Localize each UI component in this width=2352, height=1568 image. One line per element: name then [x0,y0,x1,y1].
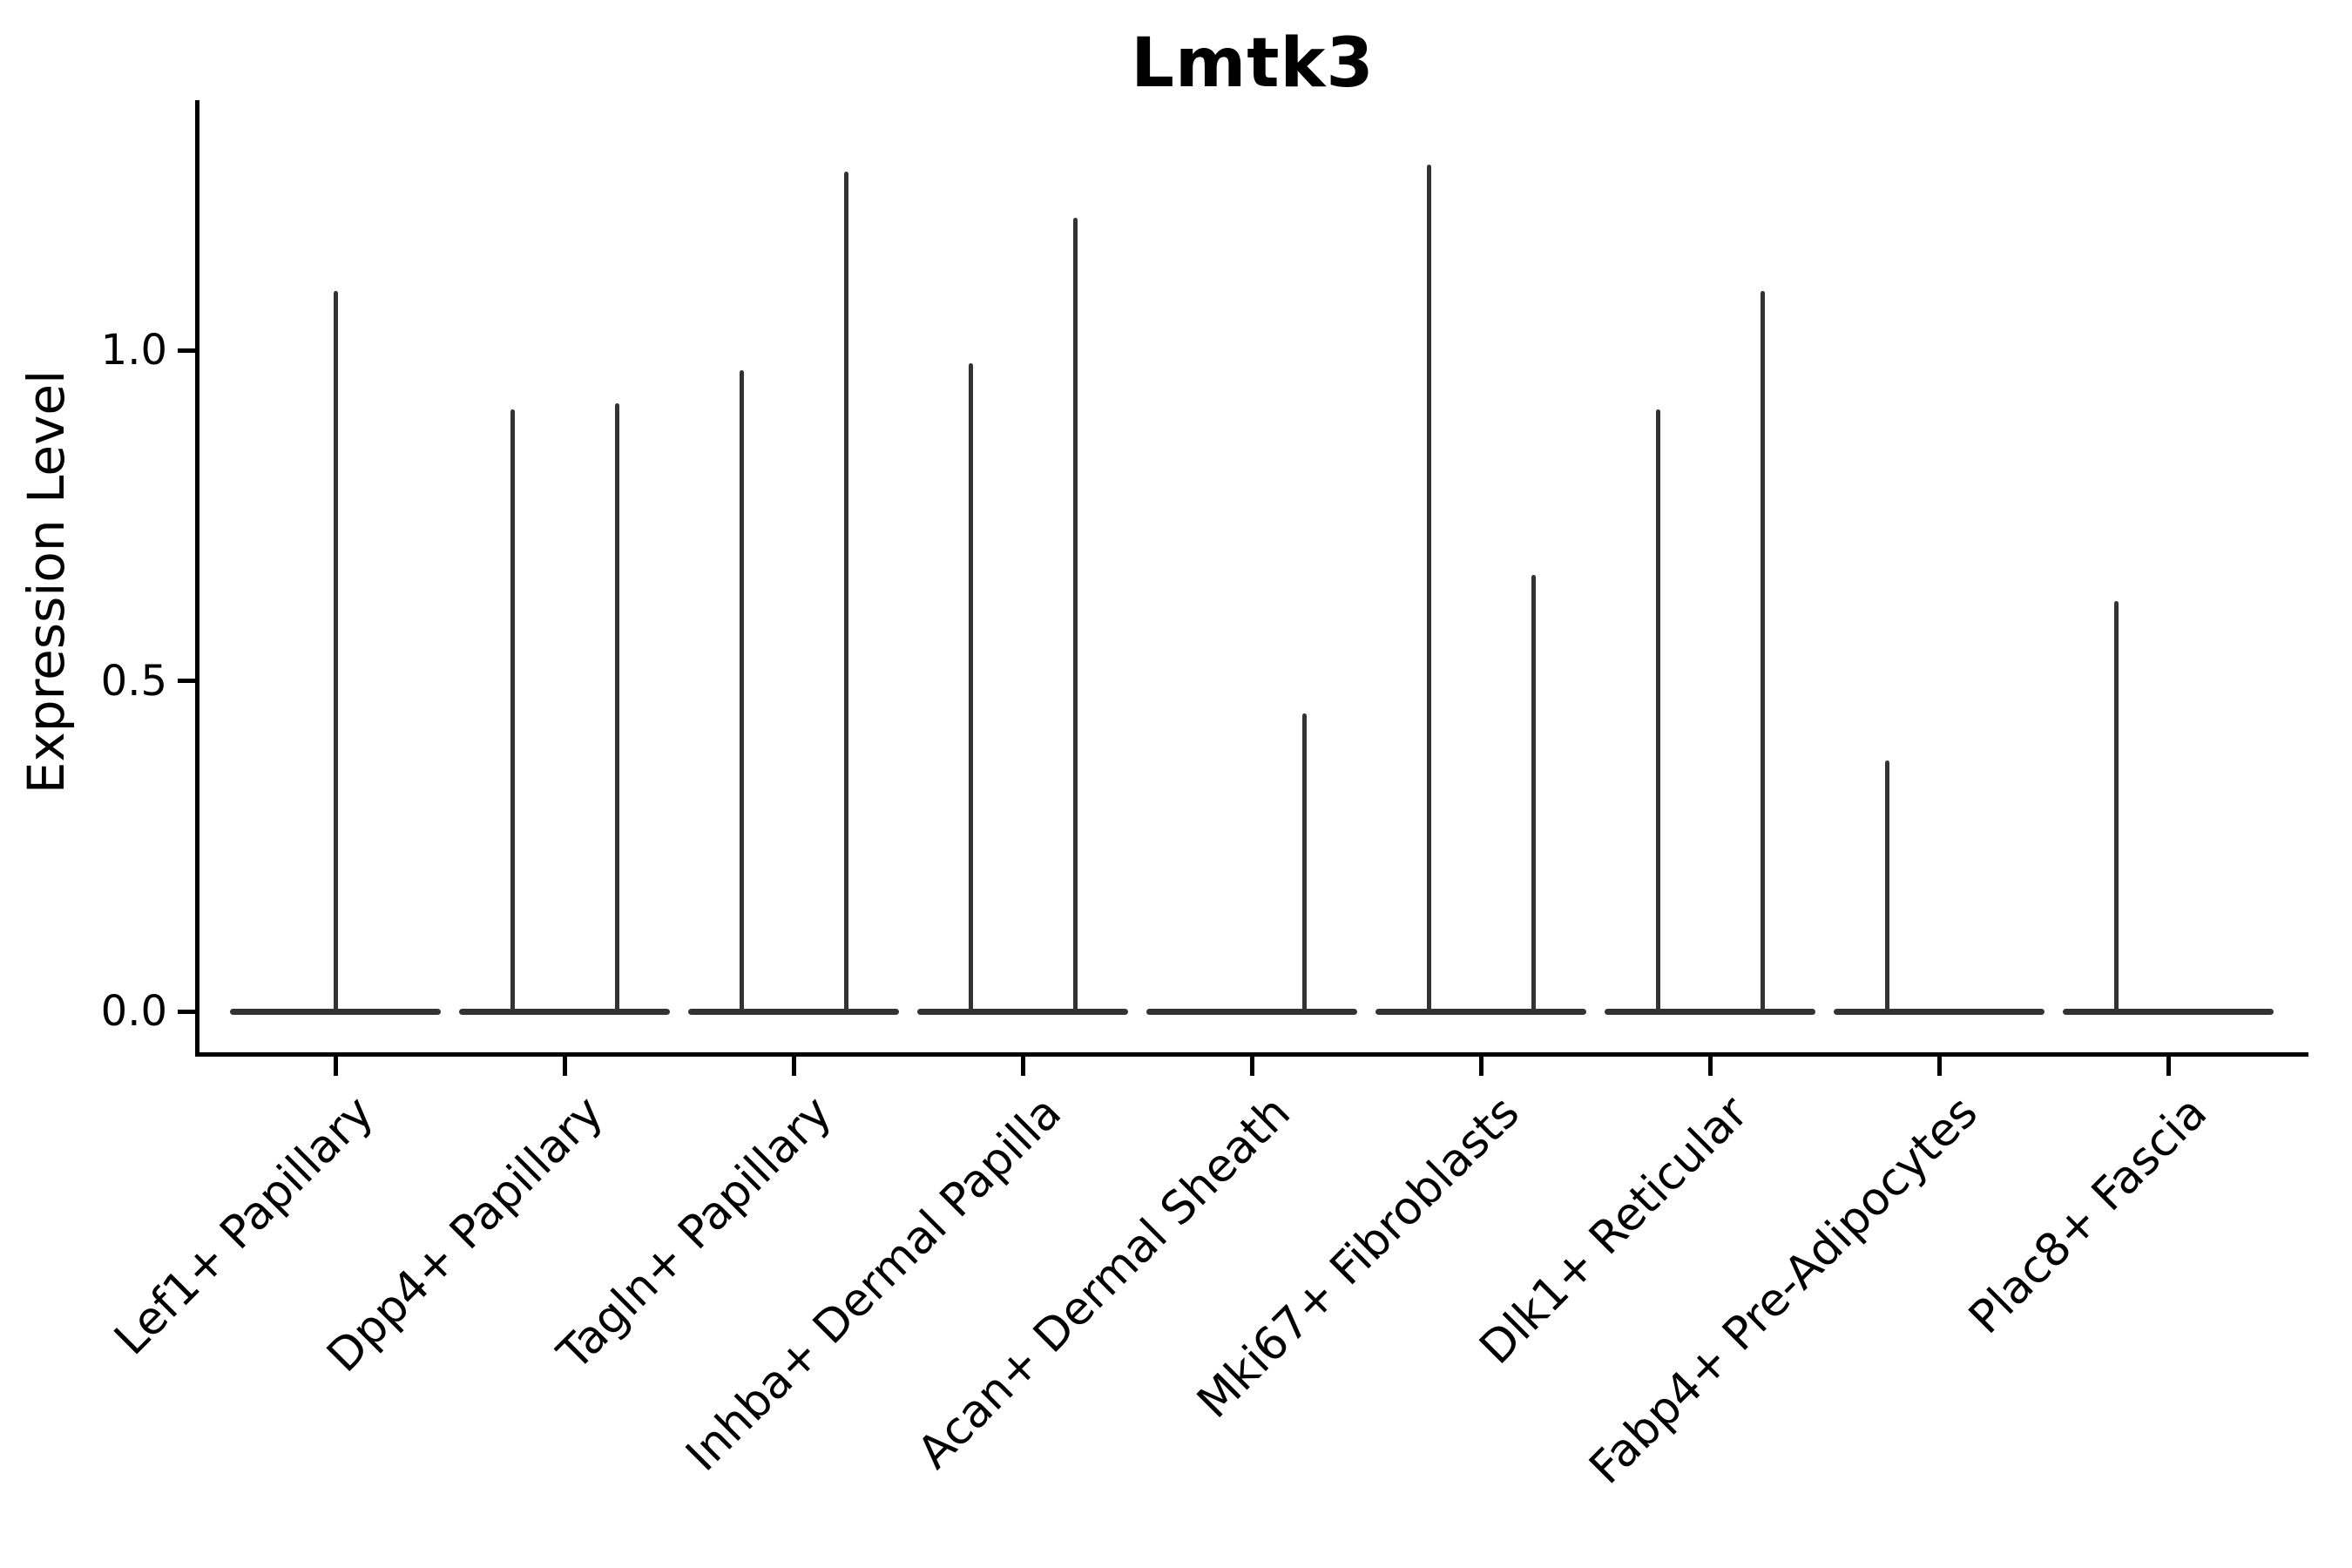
violin-base [688,1008,899,1015]
x-tick-mark [562,1057,567,1076]
violin-spike [1884,760,1889,1011]
violin-spike [1531,575,1536,1011]
violin-spike [1301,713,1307,1011]
violin-base [1605,1008,1815,1015]
violin-spike [739,369,744,1011]
violin-spike [510,409,515,1011]
violin-base [1834,1008,2044,1015]
violin-spike [1072,218,1078,1011]
x-tick-label: Plac8+ Fascia [1958,1086,2217,1345]
violin-spike [1426,165,1431,1011]
x-tick-mark [1936,1057,1942,1076]
violin-spike [2113,601,2119,1011]
violin-base [1375,1008,1586,1015]
y-tick-mark [178,1009,195,1014]
y-tick-mark [178,348,195,353]
y-axis-spine [195,100,199,1057]
violin-spike [333,290,338,1011]
x-tick-mark [1707,1057,1713,1076]
x-tick-mark [1249,1057,1254,1076]
violin-spike [843,172,848,1011]
x-tick-mark [791,1057,796,1076]
y-tick-label: 0.5 [100,656,167,706]
x-tick-mark [1020,1057,1025,1076]
y-tick-label: 0.0 [100,987,167,1036]
x-tick-mark [1478,1057,1484,1076]
y-axis-label: Expression Level [17,369,76,794]
violin-spike [614,402,619,1011]
violin-base [1146,1008,1357,1015]
plot-title: Lmtk3 [1131,24,1375,103]
x-tick-label: Fabp4+ Pre-Adipocytes [1579,1086,1988,1495]
x-axis-spine [195,1052,2308,1057]
y-tick-mark [178,679,195,683]
x-tick-mark [2166,1057,2171,1076]
violin-base [230,1008,441,1015]
violin-spike [1655,409,1660,1011]
x-tick-mark [333,1057,338,1076]
x-tick-label: Acan+ Dermal Sheath [907,1086,1301,1479]
violin-spike [1760,290,1765,1011]
violin-base [2063,1008,2274,1015]
x-tick-label: Inhba+ Dermal Papilla [676,1086,1071,1482]
violin-spike [968,363,973,1011]
violin-base [459,1008,670,1015]
y-tick-label: 1.0 [100,326,167,375]
violin-base [917,1008,1128,1015]
